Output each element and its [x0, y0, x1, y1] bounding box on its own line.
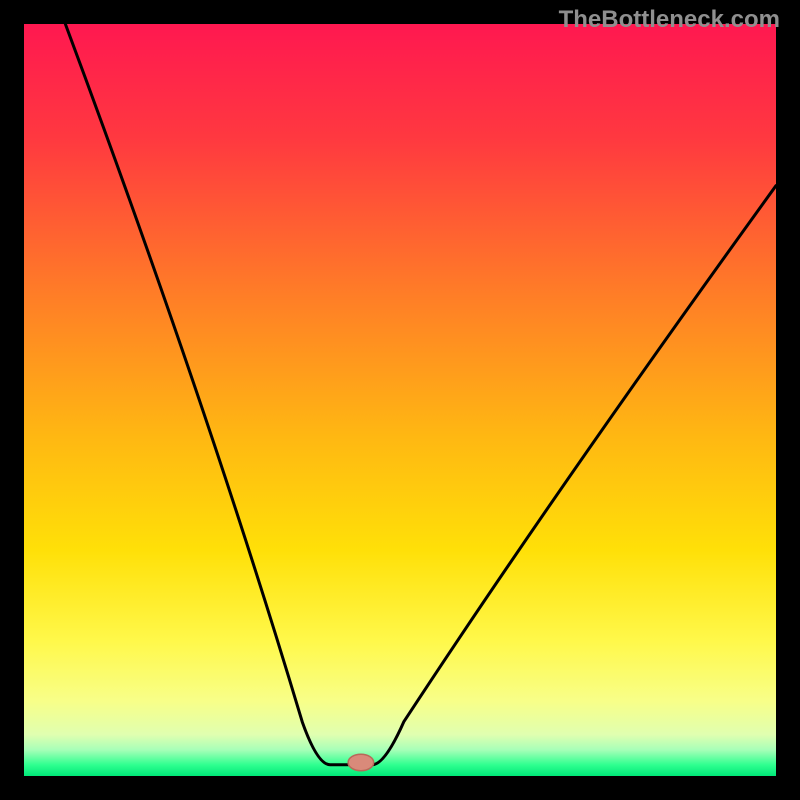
optimal-point-marker: [348, 754, 374, 771]
chart-frame: TheBottleneck.com: [0, 0, 800, 800]
plot-background: [24, 24, 776, 776]
bottleneck-chart: [0, 0, 800, 800]
watermark-text: TheBottleneck.com: [559, 6, 780, 34]
